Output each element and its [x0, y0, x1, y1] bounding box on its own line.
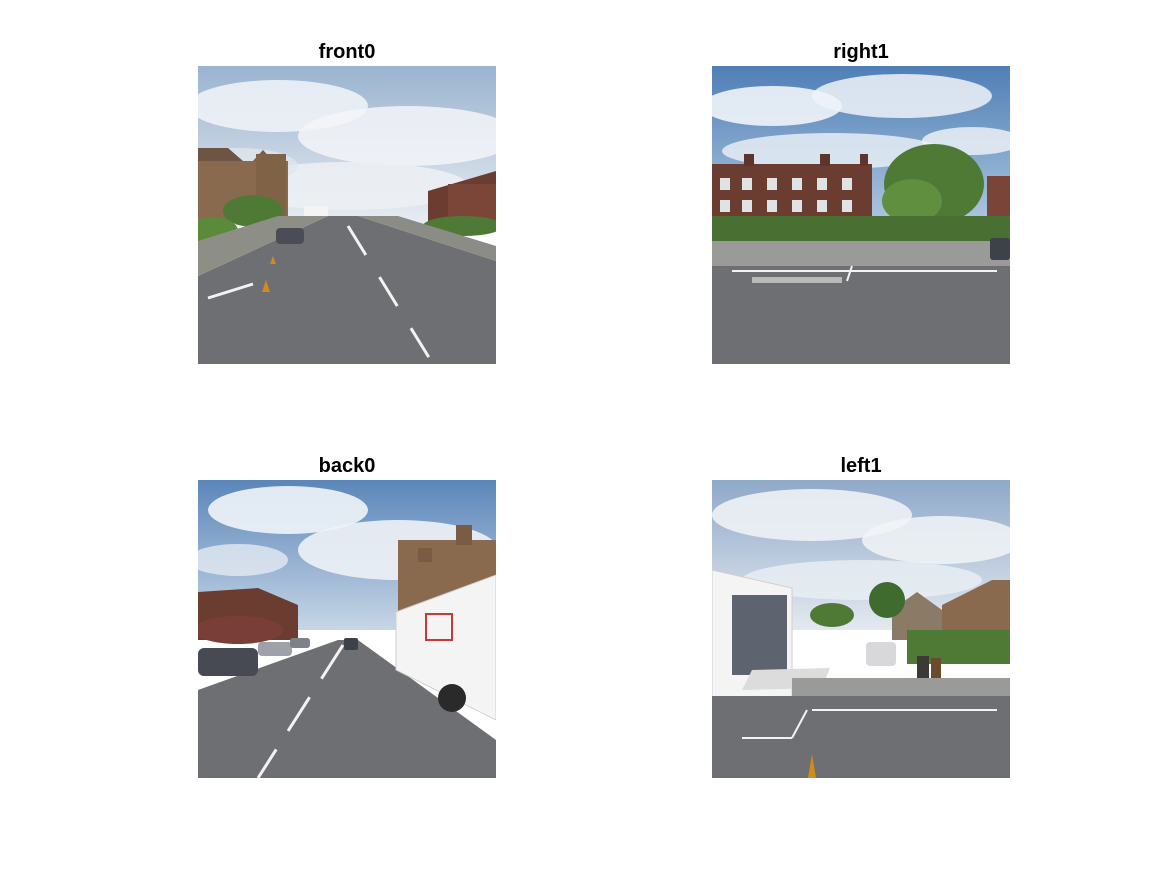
street-photo-left [712, 480, 1010, 778]
panel-title: front0 [318, 41, 376, 63]
panel-title: right1 [833, 41, 889, 63]
street-photo-right [712, 66, 1010, 364]
panel-title: back0 [318, 455, 376, 477]
street-photo-front [198, 66, 496, 364]
panel-title: left1 [840, 455, 882, 477]
street-photo-back [198, 480, 496, 778]
